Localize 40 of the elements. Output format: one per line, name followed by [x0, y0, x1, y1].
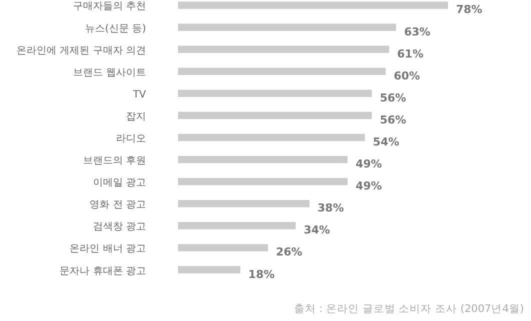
data-label: 63% — [404, 25, 430, 38]
data-label: 56% — [380, 113, 406, 126]
bar — [178, 244, 268, 252]
bar — [178, 46, 390, 53]
y-tick-label: 구매자들의 추천 — [72, 1, 146, 12]
bar — [178, 266, 240, 274]
data-label: 26% — [276, 246, 302, 259]
data-label: 49% — [356, 180, 382, 193]
bar — [178, 68, 386, 76]
y-tick-label: 라디오 — [116, 134, 146, 144]
bar — [178, 156, 348, 164]
bar — [178, 2, 448, 9]
data-label: 34% — [304, 224, 330, 237]
data-label: 54% — [372, 136, 400, 148]
data-label: 61% — [397, 47, 424, 60]
y-tick-label: 온라인 배너 광고 — [70, 244, 146, 255]
data-label: 56% — [380, 91, 406, 104]
data-label: 78% — [456, 3, 482, 16]
y-tick-label: 영화 전 광고 — [90, 200, 146, 211]
y-tick-label: 문자나 휴대폰 광고 — [60, 266, 146, 277]
y-tick-label: TV — [132, 89, 146, 100]
data-label: 18% — [248, 268, 275, 281]
bar — [178, 24, 396, 31]
data-label: 60% — [394, 69, 420, 82]
y-tick-label: 브랜드의 후원 — [82, 156, 146, 167]
bar — [178, 112, 372, 120]
bar — [178, 200, 310, 208]
y-tick-label: 잡지 — [126, 111, 146, 122]
y-tick-label: 이메일 광고 — [92, 178, 146, 189]
source-note: 출처 : 온라인 글로벌 소비자 조사 (2007년4월) — [294, 303, 524, 315]
y-tick-label: 뉴스(신문 등) — [85, 23, 146, 34]
bar — [178, 178, 348, 186]
y-tick-label: 브랜드 웹사이트 — [72, 67, 146, 78]
y-tick-label: 온라인에 게제된 구매자 의견 — [16, 45, 146, 56]
bar — [178, 134, 365, 142]
y-tick-label: 검색창 광고 — [92, 222, 146, 233]
data-label: 38% — [318, 202, 344, 215]
data-label: 49% — [356, 158, 382, 171]
bar — [178, 222, 296, 230]
bar — [178, 90, 372, 98]
